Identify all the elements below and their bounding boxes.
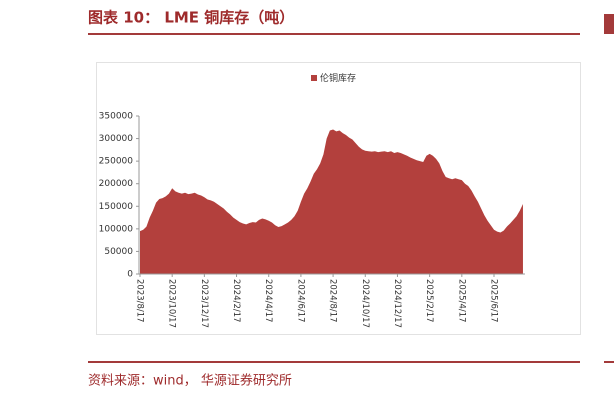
x-tick-label: 2024/8/17: [328, 279, 338, 323]
legend-swatch: [311, 75, 317, 81]
y-tick-label: 200000: [99, 179, 134, 189]
x-tick-label: 2025/2/17: [424, 279, 434, 323]
x-tick-label: 2024/4/17: [263, 279, 273, 323]
figure-title: 图表 10： LME 铜库存（吨）: [88, 9, 294, 27]
x-tick-label: 2023/10/17: [167, 279, 177, 328]
y-tick-label: 250000: [99, 157, 134, 167]
source-note: 资料来源：wind， 华源证券研究所: [88, 373, 292, 389]
y-tick-label: 350000: [99, 112, 134, 122]
x-tick-label: 2025/6/17: [489, 279, 499, 323]
x-tick-label: 2024/2/17: [231, 279, 241, 323]
y-tick-label: 100000: [99, 224, 134, 234]
x-tick-label: 2024/12/17: [392, 279, 402, 328]
area: [140, 129, 523, 274]
y-tick-label: 0: [127, 270, 133, 280]
next-figure-edge: [604, 14, 614, 34]
legend-label: 伦铜库存: [320, 72, 356, 84]
y-tick-label: 50000: [104, 247, 133, 257]
x-tick-label: 2025/4/17: [456, 279, 466, 323]
x-tick-label: 2023/8/17: [135, 279, 145, 323]
y-tick-label: 150000: [99, 202, 134, 212]
x-tick-label: 2024/6/17: [295, 279, 305, 323]
chart-frame: [96, 62, 581, 335]
x-tick-label: 2024/10/17: [360, 279, 370, 328]
y-tick-label: 300000: [99, 134, 134, 144]
x-tick-label: 2023/12/17: [199, 279, 209, 328]
